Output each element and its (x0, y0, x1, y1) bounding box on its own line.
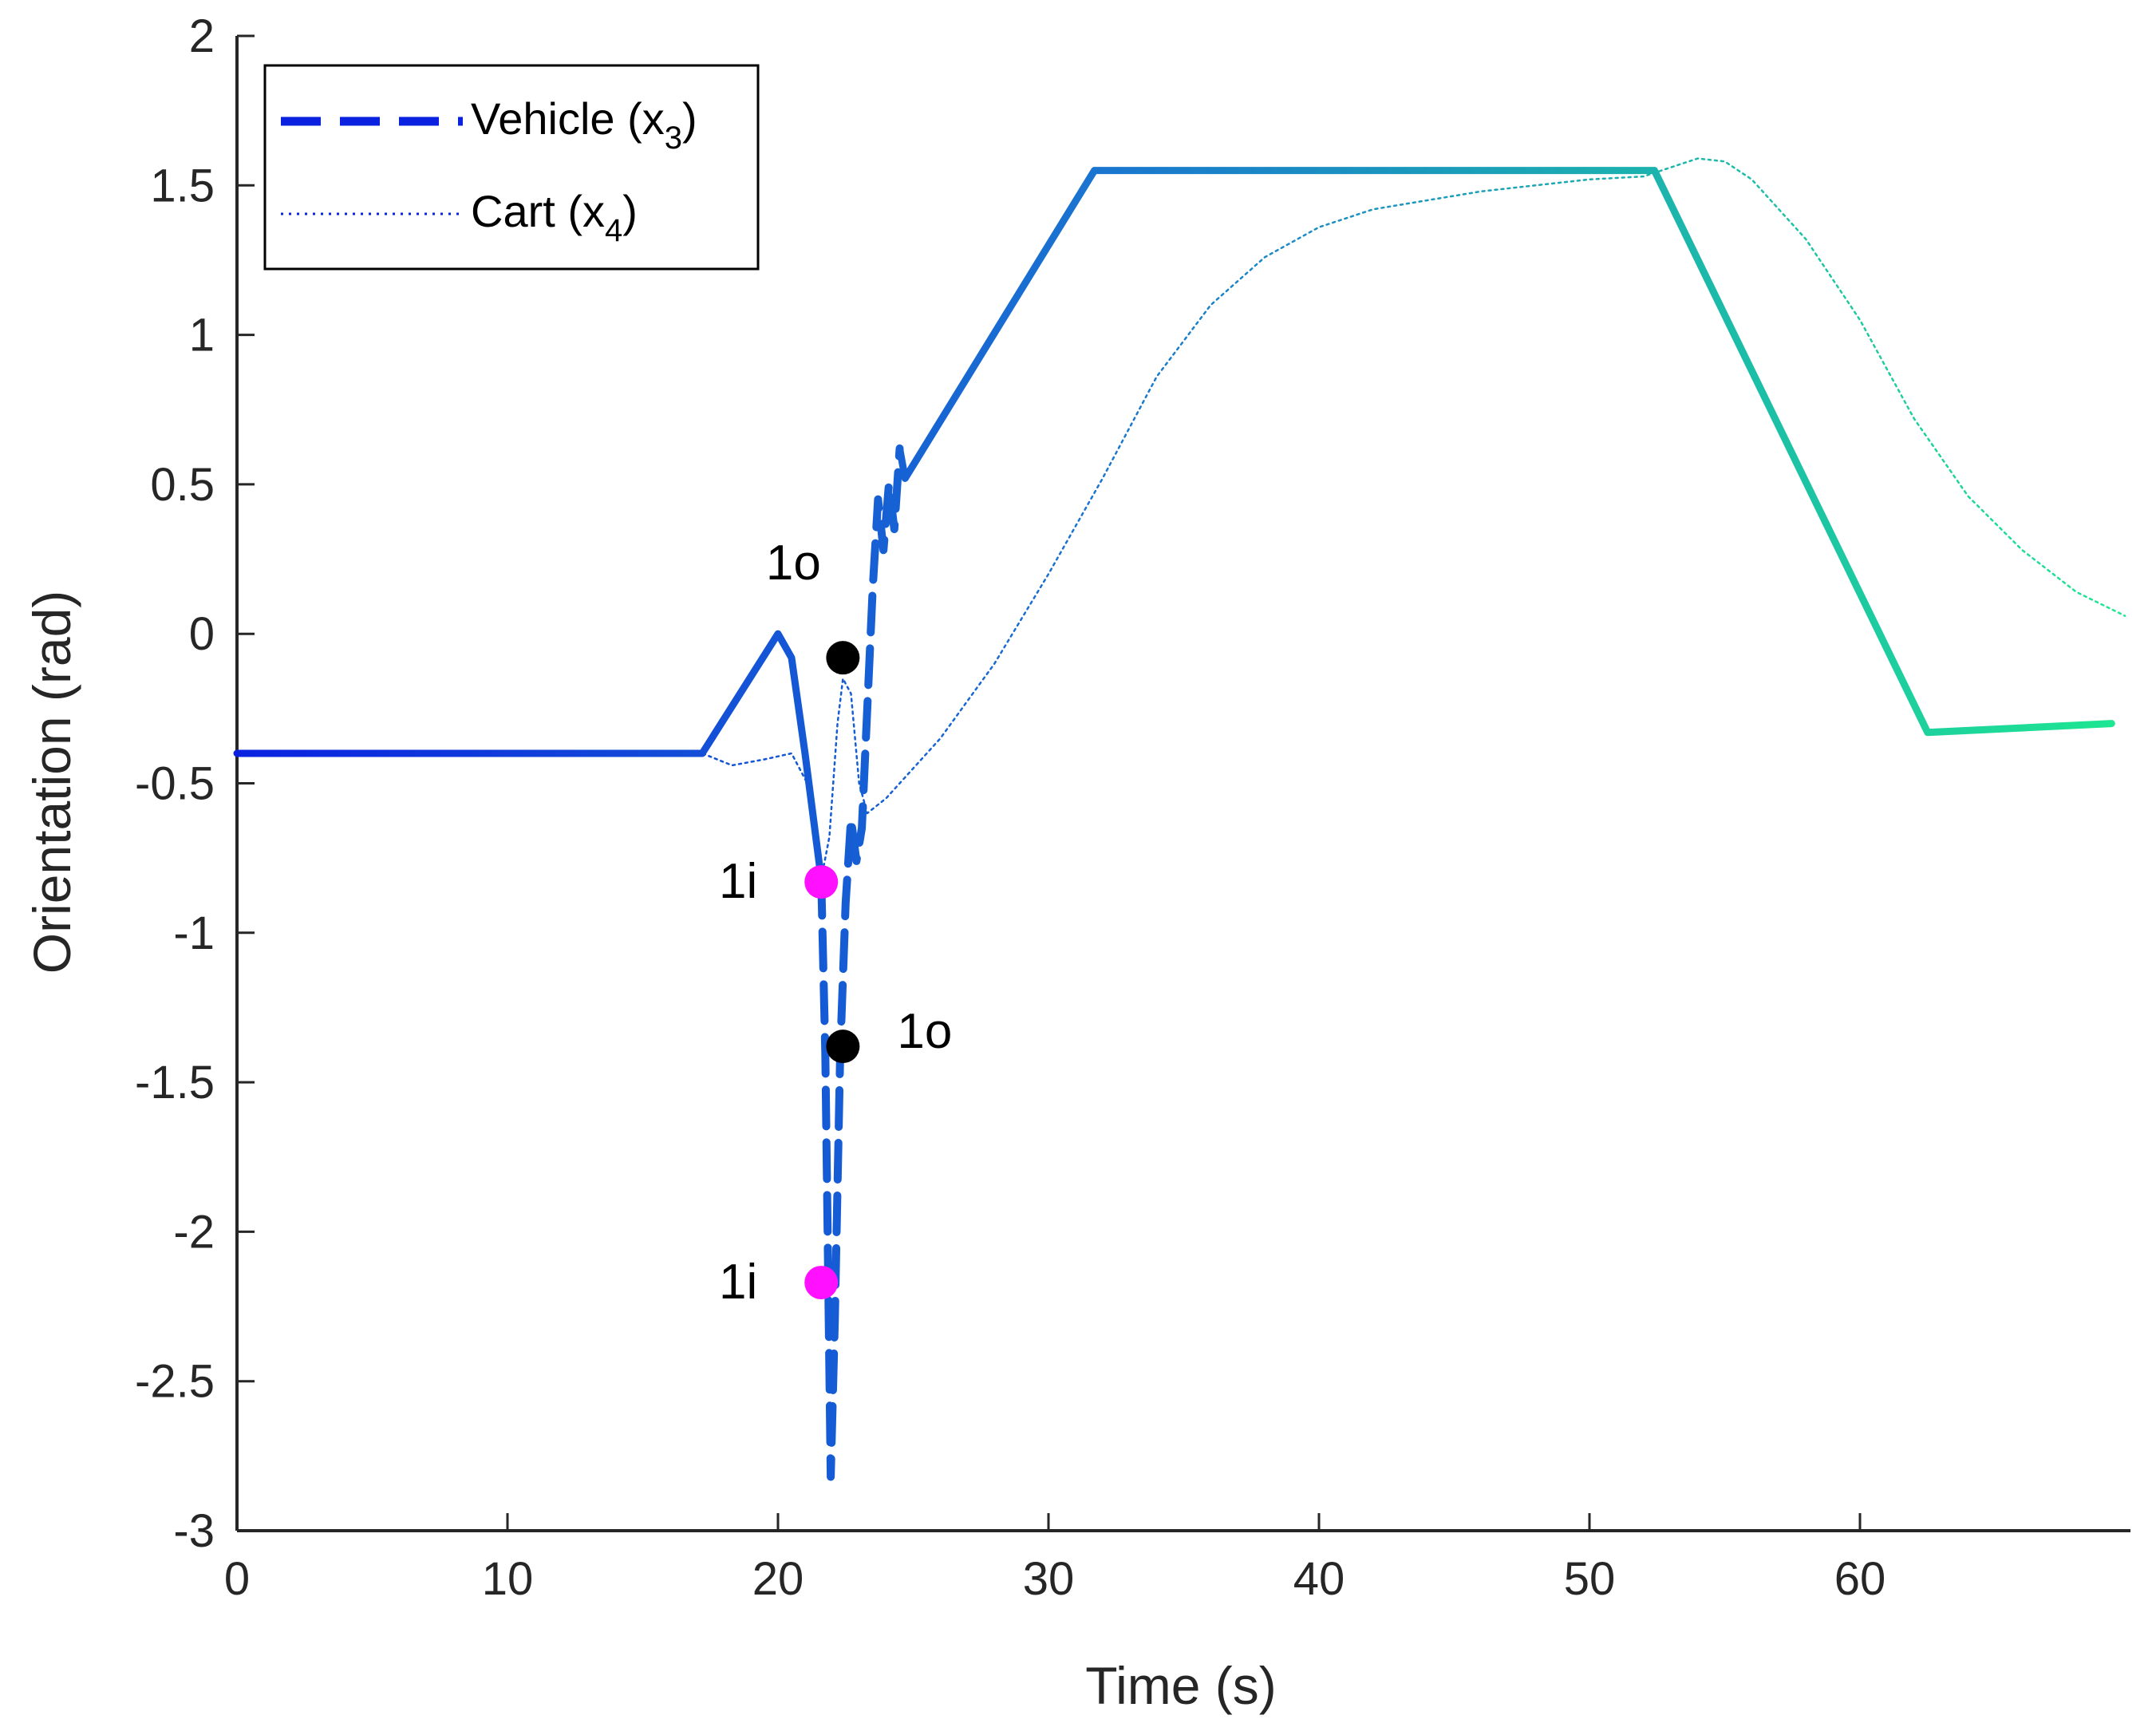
y-tick-label: -2 (173, 1206, 215, 1258)
y-tick-label: -3 (173, 1505, 215, 1557)
x-axis-ticks: 0 10 20 30 40 50 60 (224, 1513, 1886, 1605)
y-tick-label: 1.5 (150, 160, 215, 211)
event-marker-1o (826, 641, 860, 675)
vehicle-series-line-dashed (817, 444, 904, 1481)
x-tick-label: 20 (752, 1553, 804, 1605)
y-axis-title: Orientation (rad) (22, 591, 81, 974)
cart-series-line-dotted (235, 157, 2126, 880)
x-tick-label: 10 (482, 1553, 534, 1605)
x-tick-label: 40 (1293, 1553, 1345, 1605)
x-tick-label: 60 (1834, 1553, 1886, 1605)
legend: Vehicle (x3) Cart (x4) (263, 64, 760, 271)
event-marker-1o (826, 1030, 860, 1064)
legend-box (263, 64, 760, 271)
x-tick-label: 50 (1564, 1553, 1616, 1605)
legend-label-vehicle: Vehicle (x3) (471, 93, 697, 156)
event-label-1i: 1i (719, 854, 757, 909)
y-tick-label: 2 (189, 10, 215, 62)
series-layer (233, 157, 2126, 1481)
vehicle-series-line-solid (896, 167, 2115, 737)
event-label-1i: 1i (719, 1255, 757, 1310)
y-tick-label: -2.5 (135, 1356, 215, 1408)
y-tick-label: -0.5 (135, 758, 215, 810)
y-tick-label: -1 (173, 907, 215, 959)
event-marker-1i (804, 1266, 839, 1300)
x-tick-label: 0 (224, 1553, 250, 1605)
x-axis-title: Time (s) (1085, 1656, 1277, 1715)
vehicle-series-line-solid (233, 630, 825, 883)
y-tick-label: 0.5 (150, 459, 215, 511)
y-axis-ticks: 2 1.5 1 0.5 0 -0.5 -1 -1.5 -2 -2.5 -3 (135, 10, 255, 1557)
event-marker-1i (804, 865, 839, 899)
marker-layer: 1o 1i 1o 1i (719, 536, 952, 1310)
y-tick-label: 1 (189, 310, 215, 362)
y-tick-label: -1.5 (135, 1057, 215, 1109)
x-tick-label: 30 (1023, 1553, 1075, 1605)
event-label-1o: 1o (897, 1004, 952, 1059)
event-label-1o: 1o (766, 536, 821, 591)
y-tick-label: 0 (189, 608, 215, 660)
legend-label-cart: Cart (x4) (471, 186, 638, 248)
